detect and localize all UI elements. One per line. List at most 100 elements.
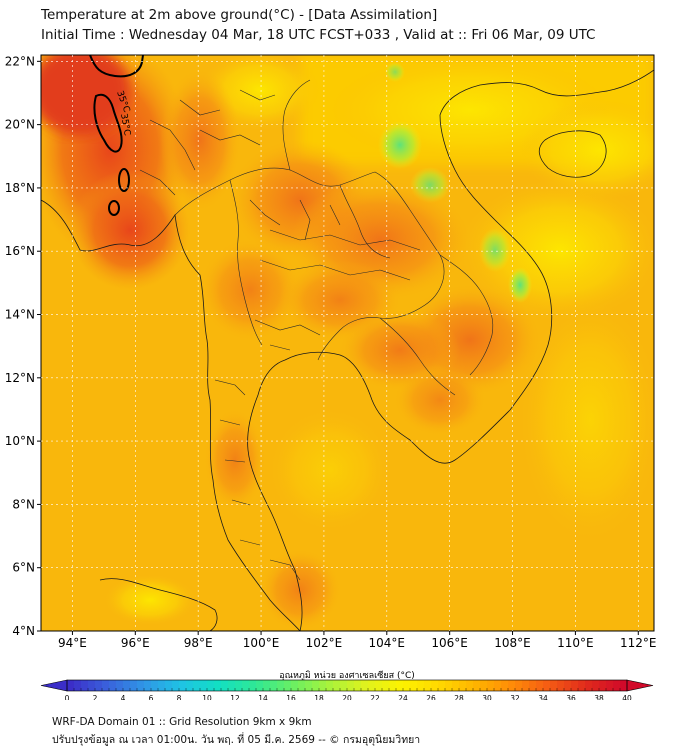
colorbar-swatch — [319, 680, 327, 691]
colorbar-swatch — [368, 680, 376, 691]
colorbar-tick-label: 38 — [594, 694, 604, 700]
colorbar-swatch — [536, 680, 544, 691]
colorbar-tick-label: 30 — [482, 694, 492, 700]
colorbar-swatch — [606, 680, 614, 691]
colorbar-swatch — [277, 680, 285, 691]
colorbar-tick-label: 24 — [398, 694, 408, 700]
colorbar-swatch — [599, 680, 607, 691]
map-figure: 35°C 35°C 22°N 20°N 18°N 16°N 14°N 12°N 10°N 8°… — [5, 54, 657, 703]
colorbar-swatch — [102, 680, 110, 691]
colorbar-swatch — [200, 680, 208, 691]
colorbar — [40, 679, 654, 692]
colorbar-swatch — [256, 680, 264, 691]
colorbar-swatch — [88, 680, 96, 691]
colorbar-swatch — [95, 680, 103, 691]
colorbar-swatch — [74, 680, 82, 691]
colorbar-swatch — [564, 680, 572, 691]
colorbar-swatch — [487, 680, 495, 691]
lat-label: 10°N — [5, 434, 35, 448]
coastlines — [41, 69, 654, 631]
lat-label: 8°N — [12, 497, 35, 511]
lon-label: 110°E — [557, 636, 594, 650]
footer-line-2: ปรับปรุงข้อมูล ณ เวลา 01:00น. วัน พฤ. ที… — [52, 734, 421, 746]
colorbar-swatch — [109, 680, 117, 691]
lon-label: 94°E — [58, 636, 87, 650]
colorbar-swatch — [480, 680, 488, 691]
colorbar-swatch — [529, 680, 537, 691]
colorbar-swatch — [592, 680, 600, 691]
colorbar-tick-label: 36 — [566, 694, 576, 700]
colorbar-swatch — [242, 680, 250, 691]
colorbar-min-arrow — [40, 679, 68, 692]
lon-label: 106°E — [431, 636, 468, 650]
lon-label: 108°E — [494, 636, 531, 650]
title-line-1: Temperature at 2m above ground(°C) - [Da… — [41, 7, 438, 23]
colorbar-tick-label: 40 — [622, 694, 632, 700]
colorbar-tick-label: 2 — [93, 694, 98, 700]
colorbar-swatch — [571, 680, 579, 691]
colorbar-swatch — [312, 680, 320, 691]
colorbar-swatch — [459, 680, 467, 691]
colorbar-swatch — [347, 680, 355, 691]
colorbar-swatch — [501, 680, 509, 691]
colorbar-tick-label: 8 — [177, 694, 182, 700]
colorbar-swatch — [67, 680, 75, 691]
colorbar-label: อุณหภูมิ หน่วย องศาเซลเซียส (°C) — [279, 670, 415, 681]
colorbar-swatch — [193, 680, 201, 691]
lon-label: 104°E — [369, 636, 406, 650]
colorbar-tick-label: 32 — [510, 694, 520, 700]
colorbar-swatch — [305, 680, 313, 691]
colorbar-swatch — [270, 680, 278, 691]
contour-label-2: 35°C — [118, 113, 132, 137]
colorbar-swatch — [263, 680, 271, 691]
colorbar-swatch — [249, 680, 257, 691]
colorbar-swatch — [543, 680, 551, 691]
colorbar-swatch — [340, 680, 348, 691]
colorbar-swatch — [172, 680, 180, 691]
colorbar-swatch — [557, 680, 565, 691]
colorbar-swatch — [452, 680, 460, 691]
colorbar-swatch — [291, 680, 299, 691]
colorbar-tick-label: 16 — [286, 694, 296, 700]
colorbar-swatch — [361, 680, 369, 691]
colorbar-swatch — [326, 680, 334, 691]
colorbar-swatch — [130, 680, 138, 691]
colorbar-tick-label: 10 — [202, 694, 212, 700]
colorbar-swatch — [207, 680, 215, 691]
admin-boundaries — [139, 79, 494, 581]
lat-label: 6°N — [12, 561, 35, 575]
colorbar-swatch — [466, 680, 474, 691]
colorbar-swatch — [417, 680, 425, 691]
lat-label: 4°N — [12, 624, 35, 638]
colorbar-tick-label: 14 — [258, 694, 268, 700]
colorbar-swatch — [445, 680, 453, 691]
colorbar-swatch — [585, 680, 593, 691]
colorbar-swatch — [396, 680, 404, 691]
lat-label: 14°N — [5, 308, 35, 322]
colorbar-tick-label: 18 — [314, 694, 324, 700]
colorbar-swatch — [284, 680, 292, 691]
colorbar-swatch — [179, 680, 187, 691]
colorbar-tick-label: 12 — [230, 694, 240, 700]
colorbar-tick-label: 0 — [65, 694, 70, 700]
colorbar-swatch — [235, 680, 243, 691]
colorbar-tick-label: 22 — [370, 694, 380, 700]
lat-label: 12°N — [5, 371, 35, 385]
lat-label: 18°N — [5, 181, 35, 195]
colorbar-swatch — [144, 680, 152, 691]
graticule — [41, 55, 654, 631]
colorbar-tick-label: 6 — [149, 694, 154, 700]
colorbar-swatch — [494, 680, 502, 691]
colorbar-swatch — [620, 680, 628, 691]
colorbar-tick-label: 4 — [121, 694, 126, 700]
colorbar-swatch — [515, 680, 523, 691]
colorbar-swatch — [151, 680, 159, 691]
colorbar-swatch — [473, 680, 481, 691]
title-line-2: Initial Time : Wednesday 04 Mar, 18 UTC … — [41, 27, 596, 43]
lon-label: 102°E — [306, 636, 343, 650]
colorbar-swatch — [382, 680, 390, 691]
colorbar-swatch — [186, 680, 194, 691]
colorbar-swatch — [410, 680, 418, 691]
map-svg: 35°C 35°C 22°N 20°N 18°N 16°N 14°N 12°N 10°N 8°… — [5, 54, 657, 703]
colorbar-swatch — [431, 680, 439, 691]
